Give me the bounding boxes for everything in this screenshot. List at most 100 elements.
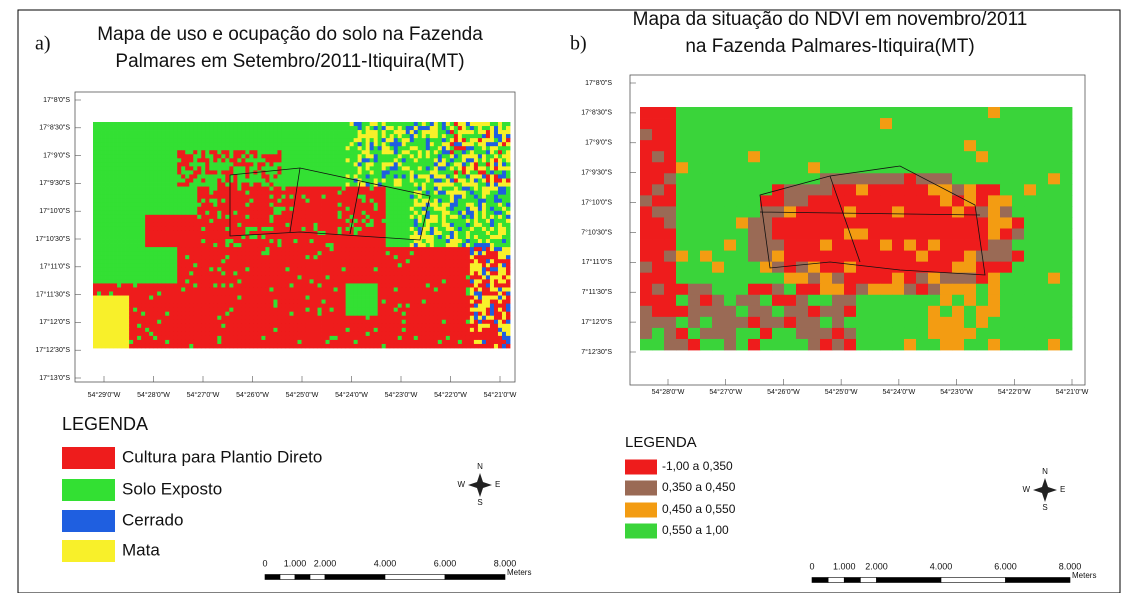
raster-cell bbox=[406, 239, 410, 243]
raster-cell bbox=[193, 174, 197, 178]
raster-cell bbox=[426, 296, 430, 300]
raster-cell bbox=[342, 166, 346, 170]
raster-cell bbox=[233, 126, 237, 130]
raster-cell bbox=[422, 312, 426, 316]
raster-cell bbox=[370, 239, 374, 243]
raster-cell bbox=[466, 255, 470, 259]
raster-cell bbox=[145, 158, 149, 162]
raster-cell bbox=[153, 166, 157, 170]
raster-cell bbox=[245, 154, 249, 158]
raster-cell bbox=[281, 259, 285, 263]
raster-cell bbox=[406, 247, 410, 251]
raster-cell bbox=[462, 312, 466, 316]
raster-cell bbox=[113, 239, 117, 243]
raster-cell bbox=[362, 287, 366, 291]
raster-cell bbox=[326, 259, 330, 263]
raster-cell bbox=[338, 215, 342, 219]
raster-cell bbox=[173, 267, 177, 271]
raster-cell bbox=[470, 215, 474, 219]
raster-cell bbox=[297, 146, 301, 150]
raster-cell bbox=[490, 203, 494, 207]
raster-cell bbox=[241, 304, 245, 308]
raster-cell bbox=[261, 247, 265, 251]
raster-cell bbox=[502, 150, 506, 154]
raster-cell bbox=[382, 191, 386, 195]
raster-cell bbox=[334, 308, 338, 312]
raster-cell bbox=[410, 251, 414, 255]
raster-cell bbox=[454, 158, 458, 162]
raster-cell bbox=[273, 126, 277, 130]
raster-cell bbox=[97, 146, 101, 150]
raster-cell bbox=[125, 187, 129, 191]
raster-cell bbox=[217, 179, 221, 183]
raster-cell bbox=[422, 203, 426, 207]
raster-cell bbox=[217, 134, 221, 138]
raster-cell bbox=[249, 219, 253, 223]
raster-cell bbox=[249, 259, 253, 263]
raster-cell bbox=[494, 219, 498, 223]
raster-cell bbox=[354, 300, 358, 304]
raster-cell bbox=[450, 239, 454, 243]
raster-cell bbox=[398, 263, 402, 267]
raster-cell bbox=[446, 263, 450, 267]
raster-cell bbox=[217, 304, 221, 308]
raster-cell bbox=[281, 300, 285, 304]
raster-cell bbox=[273, 146, 277, 150]
raster-cell bbox=[458, 207, 462, 211]
raster-cell bbox=[310, 183, 314, 187]
raster-cell bbox=[322, 183, 326, 187]
raster-cell bbox=[221, 231, 225, 235]
raster-cell bbox=[334, 199, 338, 203]
raster-cell bbox=[229, 304, 233, 308]
raster-cell bbox=[205, 134, 209, 138]
raster-cell bbox=[205, 154, 209, 158]
raster-cell bbox=[185, 312, 189, 316]
raster-cell bbox=[181, 187, 185, 191]
raster-cell bbox=[277, 138, 281, 142]
raster-cell bbox=[269, 304, 273, 308]
raster-cell bbox=[406, 259, 410, 263]
raster-cell bbox=[414, 287, 418, 291]
raster-cell bbox=[302, 150, 306, 154]
raster-cell bbox=[225, 146, 229, 150]
raster-cell bbox=[101, 223, 105, 227]
raster-cell bbox=[269, 296, 273, 300]
raster-cell bbox=[486, 239, 490, 243]
raster-cell bbox=[221, 255, 225, 259]
raster-cell bbox=[245, 243, 249, 247]
raster-cell bbox=[289, 162, 293, 166]
raster-cell bbox=[109, 207, 113, 211]
raster-cell bbox=[454, 227, 458, 231]
raster-cell bbox=[478, 296, 482, 300]
raster-cell bbox=[125, 162, 129, 166]
raster-cell bbox=[113, 134, 117, 138]
raster-cell bbox=[269, 308, 273, 312]
raster-cell bbox=[354, 174, 358, 178]
raster-cell bbox=[346, 263, 350, 267]
raster-cell bbox=[410, 174, 414, 178]
raster-cell bbox=[217, 251, 221, 255]
raster-cell bbox=[289, 179, 293, 183]
raster-cell bbox=[318, 134, 322, 138]
raster-cell bbox=[93, 304, 97, 308]
raster-cell bbox=[237, 247, 241, 251]
raster-cell bbox=[450, 231, 454, 235]
raster-cell bbox=[241, 195, 245, 199]
raster-cell bbox=[153, 207, 157, 211]
raster-cell bbox=[125, 287, 129, 291]
raster-cell bbox=[225, 296, 229, 300]
raster-cell bbox=[442, 304, 446, 308]
raster-cell bbox=[281, 199, 285, 203]
raster-cell bbox=[193, 296, 197, 300]
raster-cell bbox=[498, 287, 502, 291]
raster-cell bbox=[221, 239, 225, 243]
raster-cell bbox=[261, 162, 265, 166]
raster-cell bbox=[281, 150, 285, 154]
raster-cell bbox=[498, 255, 502, 259]
raster-cell bbox=[402, 300, 406, 304]
raster-cell bbox=[157, 235, 161, 239]
raster-cell bbox=[482, 138, 486, 142]
raster-cell bbox=[249, 179, 253, 183]
raster-cell bbox=[306, 247, 310, 251]
raster-cell bbox=[354, 279, 358, 283]
